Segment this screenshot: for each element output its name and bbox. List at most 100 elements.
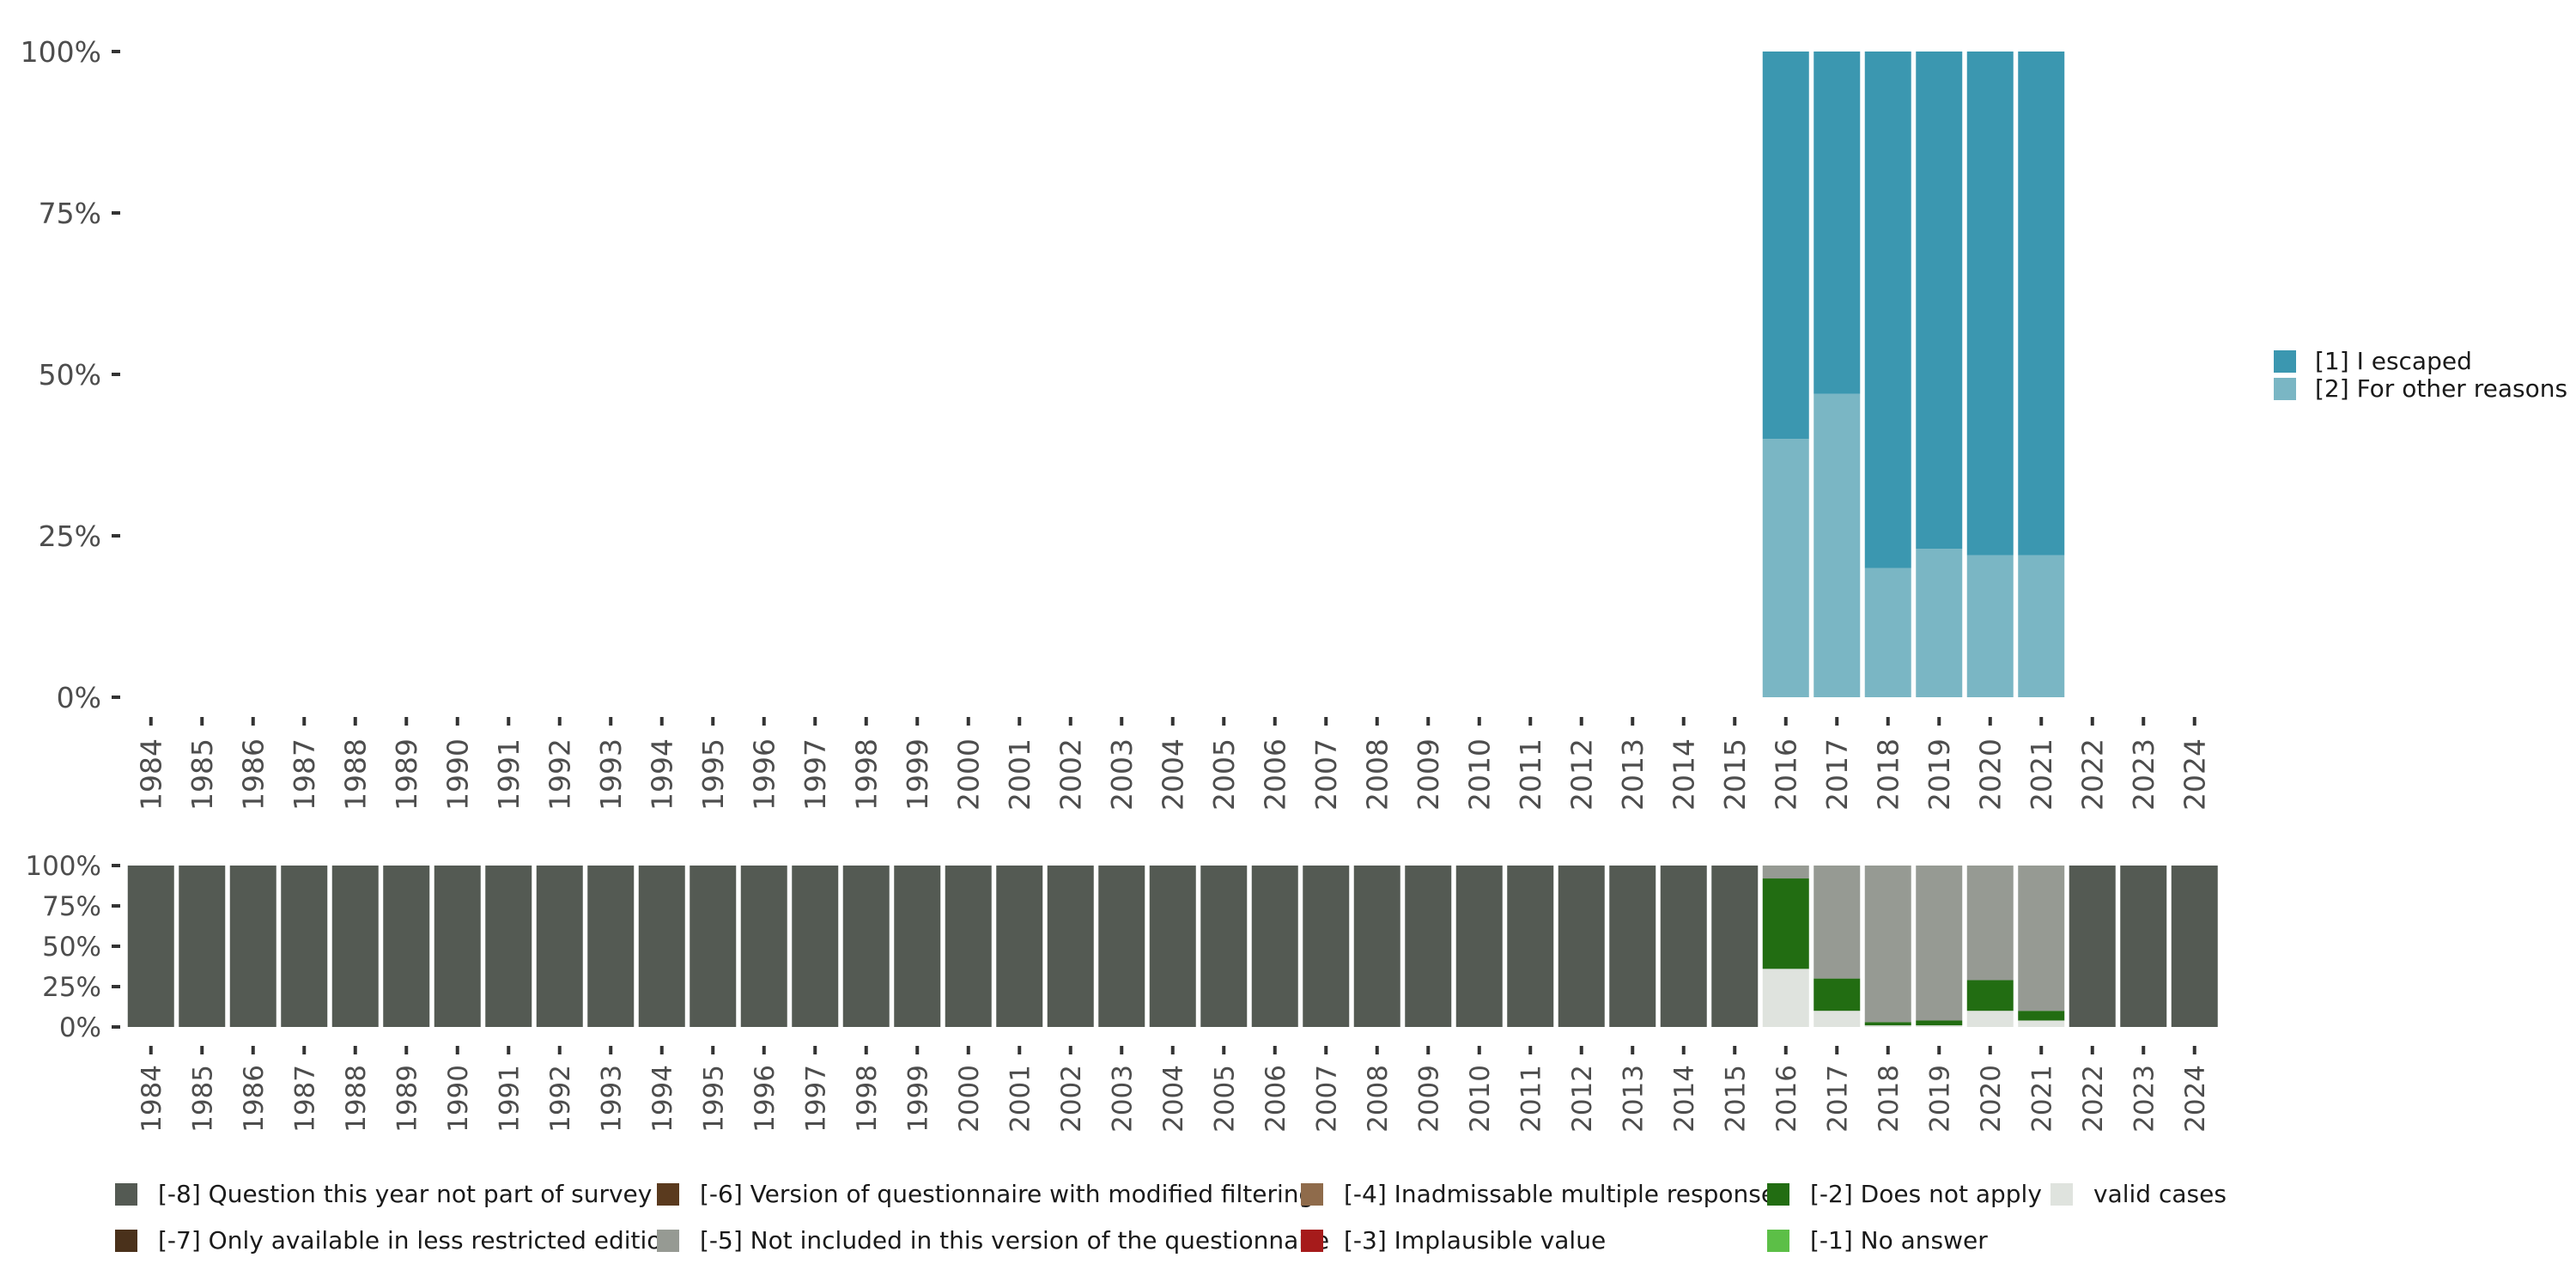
legend-swatch bbox=[657, 1230, 679, 1252]
bar-segment bbox=[1916, 52, 1963, 550]
x-tick-label: 1989 bbox=[390, 738, 423, 811]
x-tick-label: 1984 bbox=[137, 1065, 167, 1133]
bar-segment bbox=[2171, 866, 2218, 1027]
y-tick-label: 75% bbox=[42, 891, 101, 922]
x-tick-label: 1995 bbox=[696, 738, 730, 811]
x-tick-label: 1997 bbox=[799, 738, 832, 811]
x-tick-label: 2017 bbox=[1822, 1065, 1853, 1133]
legend-label: valid cases bbox=[2093, 1180, 2227, 1208]
legend-swatch bbox=[115, 1230, 137, 1252]
bar-segment bbox=[690, 866, 737, 1027]
x-tick-label: 2012 bbox=[1565, 738, 1599, 811]
x-tick-label: 2016 bbox=[1771, 1065, 1802, 1133]
x-tick-label: 2002 bbox=[1054, 738, 1088, 811]
bar-segment bbox=[1966, 52, 2014, 556]
x-tick-label: 2022 bbox=[2078, 1065, 2109, 1133]
x-tick-label: 1992 bbox=[544, 738, 577, 811]
x-tick-label: 2023 bbox=[2129, 1065, 2160, 1133]
bar-segment bbox=[1762, 969, 1809, 1027]
bar-segment bbox=[996, 866, 1043, 1027]
legend-label: [-7] Only available in less restricted e… bbox=[158, 1226, 677, 1255]
bar-segment bbox=[179, 866, 226, 1027]
legend-label: [-1] No answer bbox=[1810, 1226, 1988, 1255]
x-tick-label: 1998 bbox=[850, 738, 884, 811]
legend-label: [-4] Inadmissable multiple response bbox=[1344, 1180, 1776, 1208]
y-tick-label: 50% bbox=[42, 932, 101, 963]
x-tick-label: 2012 bbox=[1567, 1065, 1598, 1133]
bar-segment bbox=[331, 866, 379, 1027]
x-tick-label: 2003 bbox=[1105, 738, 1139, 811]
bar-segment bbox=[1303, 866, 1350, 1027]
x-tick-label: 1990 bbox=[443, 1065, 474, 1133]
bar-segment bbox=[2069, 866, 2116, 1027]
legend-label: [2] For other reasons bbox=[2315, 374, 2567, 403]
bar-segment bbox=[1507, 866, 1554, 1027]
bar-segment bbox=[2018, 1020, 2065, 1027]
x-tick-label: 2018 bbox=[1872, 738, 1905, 811]
x-tick-label: 1986 bbox=[237, 738, 270, 811]
bar-segment bbox=[1660, 866, 1707, 1027]
x-tick-label: 2010 bbox=[1465, 1065, 1496, 1133]
x-tick-label: 2006 bbox=[1261, 1065, 1291, 1133]
x-tick-label: 2008 bbox=[1363, 1065, 1394, 1133]
x-tick-label: 2020 bbox=[1974, 738, 2008, 811]
bar-segment bbox=[434, 866, 481, 1027]
x-tick-label: 2007 bbox=[1311, 1065, 1342, 1133]
x-tick-label: 2024 bbox=[2180, 1065, 2211, 1133]
bar-segment bbox=[1864, 866, 1911, 1023]
x-tick-label: 1993 bbox=[594, 738, 628, 811]
x-tick-label: 2015 bbox=[1720, 1065, 1751, 1133]
x-tick-label: 2021 bbox=[2025, 738, 2058, 811]
bar-segment bbox=[1814, 866, 1861, 979]
x-tick-label: 2005 bbox=[1207, 738, 1241, 811]
x-tick-label: 2004 bbox=[1157, 738, 1190, 811]
bar-segment bbox=[1916, 866, 1963, 1021]
bar-segment bbox=[1966, 555, 2014, 697]
x-tick-label: 2020 bbox=[1976, 1065, 2007, 1133]
bar-segment bbox=[2120, 866, 2167, 1027]
bar-segment bbox=[2018, 866, 2065, 1012]
x-tick-label: 2017 bbox=[1820, 738, 1854, 811]
bar-segment bbox=[1558, 866, 1605, 1027]
x-tick-label: 2002 bbox=[1056, 1065, 1087, 1133]
bar-segment bbox=[894, 866, 941, 1027]
x-tick-label: 1994 bbox=[647, 1065, 678, 1133]
x-tick-label: 2009 bbox=[1412, 738, 1445, 811]
x-tick-label: 2006 bbox=[1259, 738, 1292, 811]
bar-segment bbox=[1353, 866, 1400, 1027]
x-tick-label: 2009 bbox=[1413, 1065, 1444, 1133]
x-tick-label: 2024 bbox=[2178, 738, 2212, 811]
x-tick-label: 2014 bbox=[1669, 1065, 1700, 1133]
bar-segment bbox=[229, 866, 276, 1027]
x-tick-label: 1985 bbox=[187, 1065, 218, 1133]
bar-segment bbox=[1814, 52, 1861, 394]
bar-segment bbox=[1047, 866, 1094, 1027]
legend-swatch bbox=[1301, 1183, 1323, 1206]
x-tick-label: 1997 bbox=[800, 1065, 831, 1133]
bar-segment bbox=[1762, 878, 1809, 969]
y-tick-label: 25% bbox=[39, 519, 101, 553]
x-tick-label: 2005 bbox=[1209, 1065, 1240, 1133]
bar-segment bbox=[127, 866, 174, 1027]
bar-segment bbox=[1864, 52, 1911, 568]
x-tick-label: 2007 bbox=[1309, 738, 1343, 811]
y-tick-label: 0% bbox=[57, 681, 101, 714]
bar-segment bbox=[1711, 866, 1759, 1027]
x-tick-label: 2008 bbox=[1361, 738, 1394, 811]
x-tick-label: 2011 bbox=[1516, 1065, 1546, 1133]
legend-label: [-5] Not included in this version of the… bbox=[700, 1226, 1329, 1255]
bar-segment bbox=[1251, 866, 1298, 1027]
x-tick-label: 2023 bbox=[2127, 738, 2160, 811]
x-tick-label: 1999 bbox=[901, 738, 934, 811]
x-tick-label: 2022 bbox=[2076, 738, 2110, 811]
x-tick-label: 2013 bbox=[1618, 1065, 1649, 1133]
x-tick-label: 1987 bbox=[288, 738, 321, 811]
bar-segment bbox=[1149, 866, 1196, 1027]
x-tick-label: 1985 bbox=[185, 738, 219, 811]
bar-segment bbox=[1916, 1025, 1963, 1027]
legend-swatch bbox=[2274, 350, 2296, 373]
x-tick-label: 2010 bbox=[1463, 738, 1497, 811]
x-tick-label: 2016 bbox=[1770, 738, 1803, 811]
bar-segment bbox=[1098, 866, 1145, 1027]
